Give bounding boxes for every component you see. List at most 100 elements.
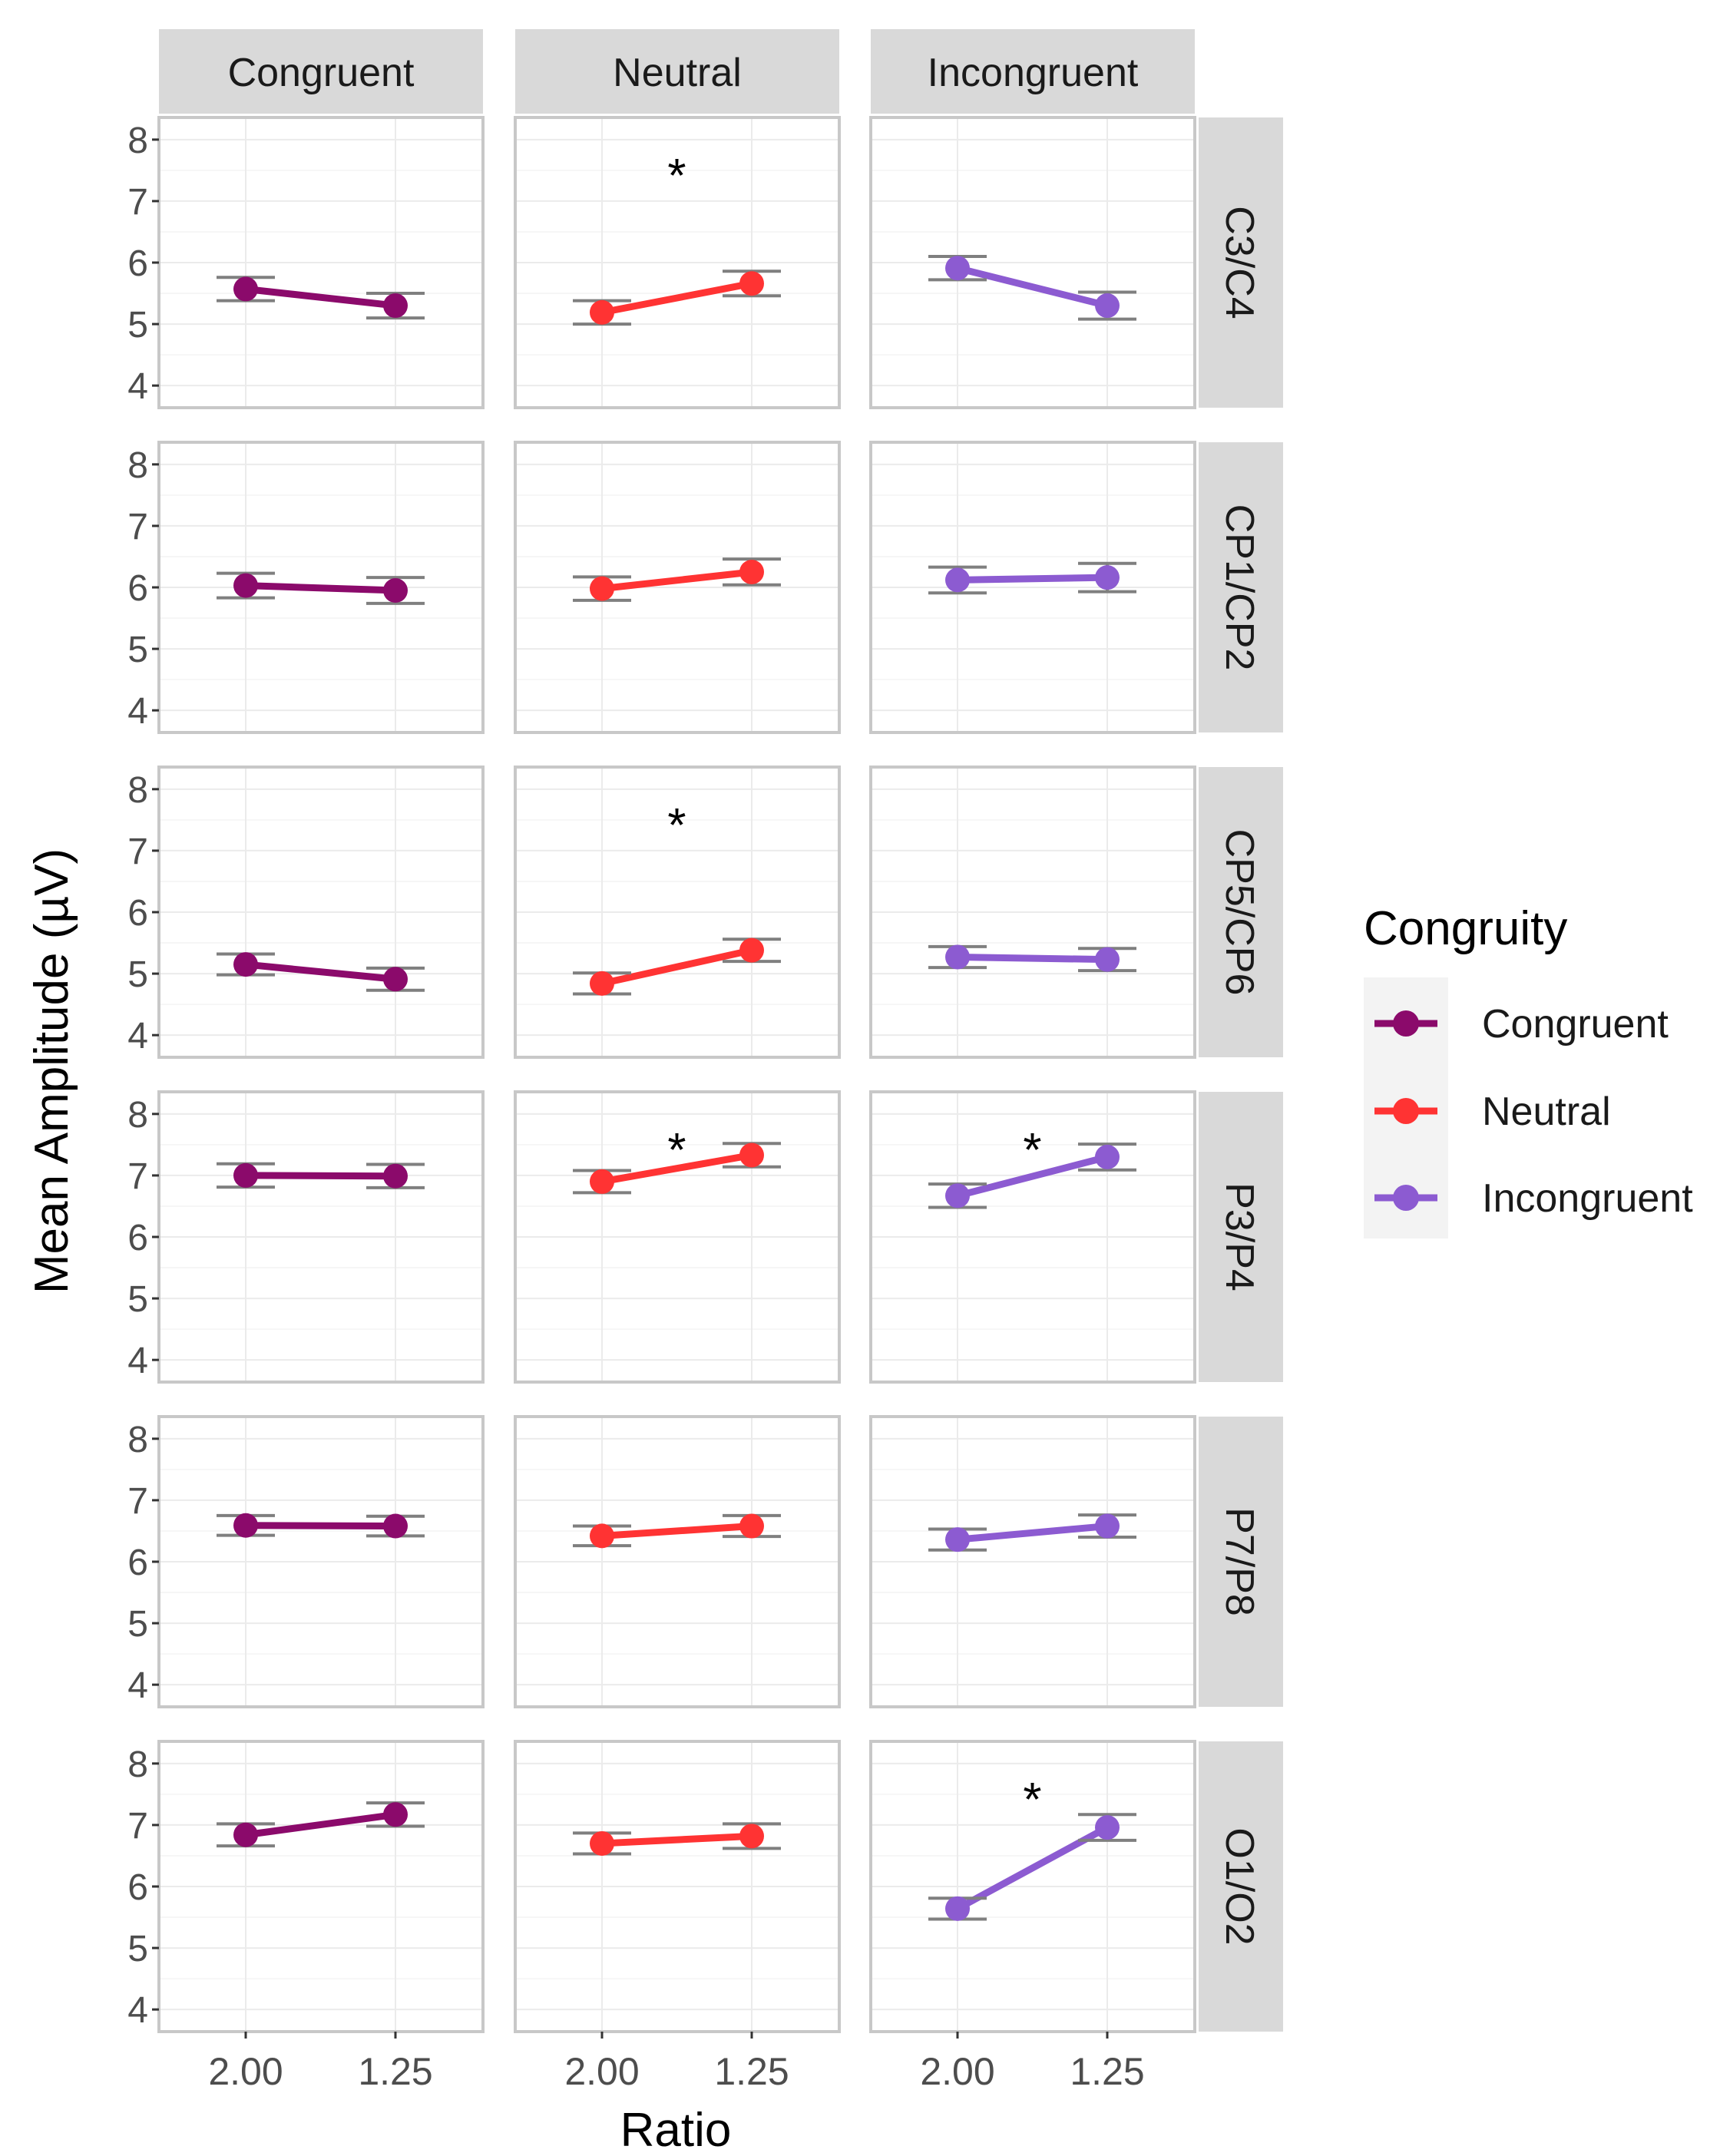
data-point xyxy=(383,293,408,319)
significance-asterisk: * xyxy=(1023,1124,1041,1177)
significance-asterisk: * xyxy=(667,799,686,852)
y-tick-label: 4 xyxy=(127,366,148,407)
data-point xyxy=(233,1513,258,1538)
data-point xyxy=(739,1513,764,1539)
panel-cp5-cp6-neutral xyxy=(514,766,841,1059)
data-point xyxy=(383,1802,408,1827)
data-point xyxy=(233,276,258,302)
data-point xyxy=(233,952,258,977)
data-point xyxy=(1095,1815,1120,1840)
legend-entry-label: Neutral xyxy=(1482,1090,1611,1134)
data-point xyxy=(590,971,614,996)
series-cp1-cp2-congruent xyxy=(217,571,425,605)
data-point xyxy=(233,1822,258,1847)
row-strip-label-o1-o2: O1/O2 xyxy=(1217,1827,1262,1945)
legend-entries: Congruent Neutral Incongruent xyxy=(1374,1002,1693,1221)
column-strip-incongruent xyxy=(871,29,1195,114)
series-line xyxy=(954,264,1111,309)
legend-entry-congruent: Congruent xyxy=(1374,1002,1669,1047)
row-strip-cp1-cp2 xyxy=(1199,442,1283,732)
row-strip-cp5-cp6 xyxy=(1199,767,1283,1057)
y-tick-label: 8 xyxy=(127,445,148,486)
data-point xyxy=(590,1830,614,1856)
panel-border xyxy=(514,116,841,409)
x-tick-label: 1.25 xyxy=(358,2050,432,2093)
y-tick-label: 8 xyxy=(127,1420,148,1460)
series-p3-p4-congruent xyxy=(217,1162,425,1189)
y-tick-label: 5 xyxy=(127,305,148,346)
y-tick-label: 5 xyxy=(127,1604,148,1645)
series-p3-p4-neutral: * xyxy=(573,1124,781,1195)
y-tick-label: 6 xyxy=(127,568,148,609)
y-tick-label: 6 xyxy=(127,1867,148,1908)
panel-border xyxy=(869,1415,1196,1708)
series-cp5-cp6-incongruent xyxy=(928,944,1136,973)
column-strip-label-congruent: Congruent xyxy=(228,51,415,95)
series-p3-p4-incongruent: * xyxy=(928,1124,1136,1209)
series-p7-p8-incongruent xyxy=(928,1513,1136,1553)
legend-key-point xyxy=(1393,1010,1419,1037)
panel-c3-c4-congruent xyxy=(157,116,485,409)
data-point xyxy=(945,1896,970,1921)
data-point xyxy=(739,1142,764,1168)
panel-border xyxy=(514,441,841,734)
data-point xyxy=(1095,1513,1120,1539)
series-cp5-cp6-congruent xyxy=(217,952,425,992)
legend-entry-neutral: Neutral xyxy=(1374,1090,1611,1134)
row-strip-p7-p8 xyxy=(1199,1417,1283,1707)
panel-border xyxy=(869,116,1196,409)
data-point xyxy=(383,1513,408,1539)
y-tick-label: 8 xyxy=(127,770,148,811)
y-tick-label: 4 xyxy=(127,1665,148,1706)
axes-layer: Congruent Neutral Incongruent C3/C4 CP1/CP2 C… xyxy=(127,29,1283,2093)
legend-entry-incongruent: Incongruent xyxy=(1374,1176,1693,1221)
data-point xyxy=(590,1523,614,1549)
series-p7-p8-congruent xyxy=(217,1513,425,1539)
data-point xyxy=(739,271,764,296)
panel-cp5-cp6-incongruent xyxy=(869,766,1196,1059)
row-strip-o1-o2 xyxy=(1199,1741,1283,2032)
data-point xyxy=(945,1183,970,1209)
data-point xyxy=(945,567,970,593)
y-tick-label: 4 xyxy=(127,1990,148,2031)
panel-border xyxy=(514,1090,841,1384)
row-strip-label-cp5-cp6: CP5/CP6 xyxy=(1217,829,1262,996)
y-axis-title: Mean Amplitude (µV) xyxy=(25,848,78,1294)
y-tick-label: 4 xyxy=(127,691,148,732)
row-strip-c3-c4 xyxy=(1199,117,1283,408)
series-line xyxy=(598,1523,756,1539)
legend-title: Congruity xyxy=(1364,902,1567,955)
legend-key-point xyxy=(1393,1185,1419,1211)
series-line xyxy=(954,1523,1111,1543)
series-line xyxy=(598,568,756,593)
series-line xyxy=(598,1151,756,1185)
data-point xyxy=(1095,1144,1120,1169)
x-tick-label: 2.00 xyxy=(564,2050,639,2093)
panel-c3-c4-incongruent xyxy=(869,116,1196,409)
series-cp5-cp6-neutral: * xyxy=(573,799,781,996)
series-cp1-cp2-neutral xyxy=(573,557,781,602)
panel-p3-p4-neutral xyxy=(514,1090,841,1384)
data-point xyxy=(383,578,408,603)
row-strip-label-p7-p8: P7/P8 xyxy=(1217,1507,1262,1616)
panel-border xyxy=(514,1415,841,1708)
panel-cp5-cp6-congruent xyxy=(157,766,485,1059)
data-point xyxy=(1095,565,1120,590)
panel-border xyxy=(514,1740,841,2033)
y-tick-label: 5 xyxy=(127,1929,148,1969)
panel-o1-o2-neutral xyxy=(514,1740,841,2033)
row-strip-label-c3-c4: C3/C4 xyxy=(1217,206,1262,319)
row-strip-p3-p4 xyxy=(1199,1092,1283,1382)
legend-entry-label: Incongruent xyxy=(1482,1176,1693,1221)
data-point xyxy=(945,1527,970,1553)
panel-p7-p8-congruent xyxy=(157,1415,485,1708)
legend: Congruity Congruent Neutral Incongruent xyxy=(1364,902,1693,1238)
data-point xyxy=(590,1169,614,1194)
data-point xyxy=(945,256,970,281)
significance-asterisk: * xyxy=(1023,1774,1041,1827)
row-strip-label-p3-p4: P3/P4 xyxy=(1217,1182,1262,1291)
series-line xyxy=(598,947,756,987)
x-axis-title: Ratio xyxy=(620,2104,732,2156)
column-strip-label-neutral: Neutral xyxy=(613,51,742,95)
data-point xyxy=(945,944,970,970)
